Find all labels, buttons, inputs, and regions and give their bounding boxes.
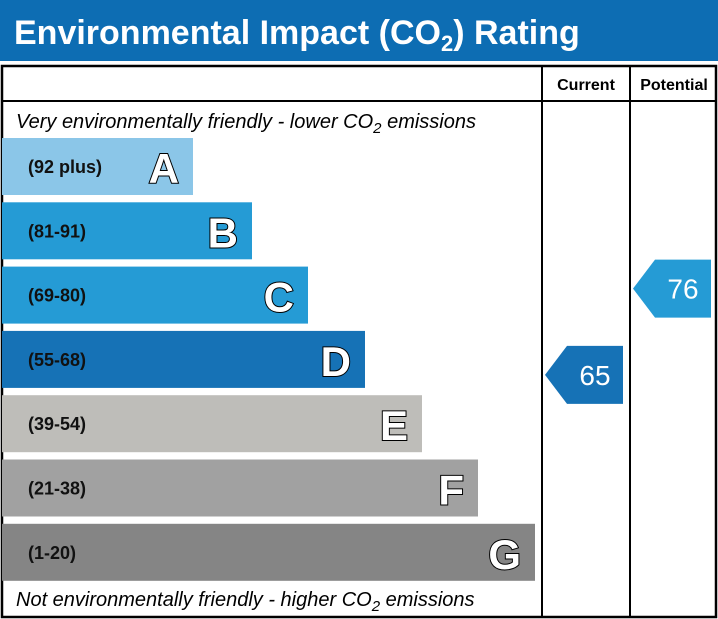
band-bar [2,523,535,581]
band-letter: A [149,145,179,192]
potential-rating-marker [633,259,711,318]
band-letter: F [438,467,464,514]
band-range: (55-68) [28,350,86,370]
column-header-potential: Potential [640,77,708,94]
band-letter: C [264,274,294,321]
band-g: (1-20) G [2,523,535,581]
band-range: (1-20) [28,543,76,563]
band-letter: G [488,531,521,578]
band-bar [2,395,422,453]
potential-rating: 76 [633,259,711,318]
top-note: Very environmentally friendly - lower CO… [16,111,476,137]
chart-title: Environmental Impact (CO2) Rating [14,14,580,56]
band-range: (92 plus) [28,157,102,177]
band-letter: D [321,338,351,385]
band-letter: B [208,209,238,256]
band-letter: E [380,402,408,449]
band-bar [2,266,308,324]
band-c: (69-80) C [2,266,308,324]
band-bar [2,459,478,517]
band-bar [2,138,193,195]
band-f: (21-38) F [2,459,478,517]
current-rating-marker [545,345,623,404]
band-a: (92 plus) A [2,138,193,195]
band-bar [2,202,252,260]
band-e: (39-54) E [2,395,422,453]
title-bar [0,0,718,61]
band-b: (81-91) B [2,202,252,260]
band-bar [2,330,365,388]
band-range: (81-91) [28,221,86,241]
band-range: (39-54) [28,414,86,434]
current-rating-value: 65 [579,360,610,391]
band-range: (69-80) [28,286,86,306]
column-header-current: Current [557,77,615,94]
current-rating: 65 [545,345,623,404]
band-d: (55-68) D [2,330,365,388]
bottom-note: Not environmentally friendly - higher CO… [16,589,475,615]
band-range: (21-38) [28,479,86,499]
potential-rating-value: 76 [667,274,698,305]
